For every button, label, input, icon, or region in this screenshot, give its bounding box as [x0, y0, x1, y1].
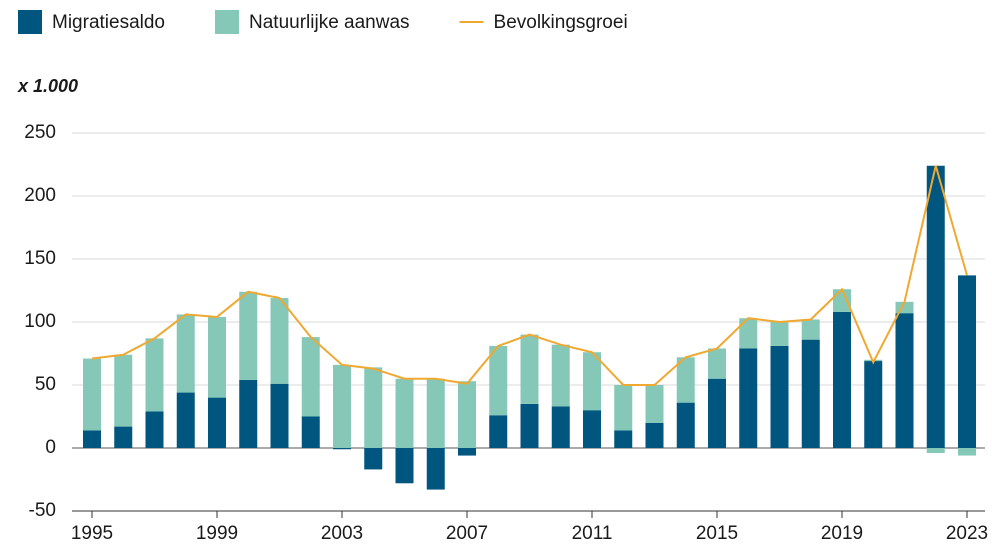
y-tick-label: -50 [29, 500, 56, 521]
y-tick-label: 250 [24, 122, 56, 143]
bar [801, 339, 820, 448]
bar [114, 354, 133, 427]
bar [895, 301, 914, 314]
bar [270, 383, 289, 448]
bar [926, 448, 945, 454]
bar [489, 415, 508, 448]
bar [301, 337, 320, 417]
bar [676, 402, 695, 448]
bar [958, 448, 976, 456]
bar [208, 316, 226, 398]
bar [458, 381, 476, 448]
y-tick-label: 50 [35, 374, 56, 395]
bar [520, 334, 539, 404]
x-tick-label: 2019 [821, 523, 863, 544]
bar [895, 313, 914, 448]
bar [551, 406, 570, 448]
bar [958, 275, 976, 448]
bar [833, 289, 851, 312]
x-tick-label: 2003 [321, 523, 363, 544]
bar [645, 422, 664, 448]
bar [458, 448, 476, 456]
x-tick-label: 2015 [696, 523, 738, 544]
bar [489, 345, 508, 416]
x-tick-label: 1999 [196, 523, 238, 544]
bar [176, 392, 195, 448]
bar [364, 367, 383, 448]
y-tick-label: 150 [24, 248, 56, 269]
bar [145, 411, 164, 448]
bar [801, 319, 820, 340]
bar [926, 165, 945, 448]
bar [333, 448, 351, 450]
x-tick-label: 2011 [572, 523, 613, 544]
bar [364, 448, 383, 470]
legend-label: Natuurlijke aanwas [249, 12, 410, 33]
legend-label: Bevolkingsgroei [494, 12, 628, 33]
bar [239, 379, 258, 448]
bar [708, 378, 726, 448]
bar [645, 385, 664, 423]
bar [739, 318, 758, 349]
line [91, 165, 968, 386]
y-tick-label: 200 [24, 185, 56, 206]
bar [239, 291, 258, 380]
bar [833, 311, 851, 448]
bar [145, 338, 164, 412]
bar [208, 397, 226, 448]
legend-swatch [18, 10, 42, 34]
x-tick-label: 2007 [446, 523, 488, 544]
bar [770, 345, 789, 448]
bar [583, 410, 601, 448]
bar [426, 378, 445, 448]
bar [114, 426, 133, 448]
bar [426, 448, 445, 490]
bar [864, 361, 883, 448]
y-tick-label: 0 [45, 437, 56, 458]
bar [83, 358, 101, 431]
bar [614, 430, 633, 448]
bar [676, 357, 695, 403]
x-tick-label: 2023 [946, 523, 988, 544]
bar [395, 448, 414, 484]
x-tick-label: 1995 [71, 523, 113, 544]
bar [301, 416, 320, 448]
bar [520, 403, 539, 448]
bar [708, 348, 726, 379]
legend-label: Migratiesaldo [52, 12, 165, 33]
y-tick-label: 100 [24, 311, 56, 332]
bar [770, 322, 789, 346]
bar [583, 352, 601, 411]
unit-label: x 1.000 [17, 76, 78, 96]
bar [551, 344, 570, 407]
bar [614, 385, 633, 431]
bar [176, 314, 195, 393]
bar [333, 364, 351, 448]
legend-swatch [215, 10, 239, 34]
bar [395, 378, 414, 448]
bar [83, 430, 101, 448]
bar [270, 298, 289, 384]
bar [739, 348, 758, 448]
